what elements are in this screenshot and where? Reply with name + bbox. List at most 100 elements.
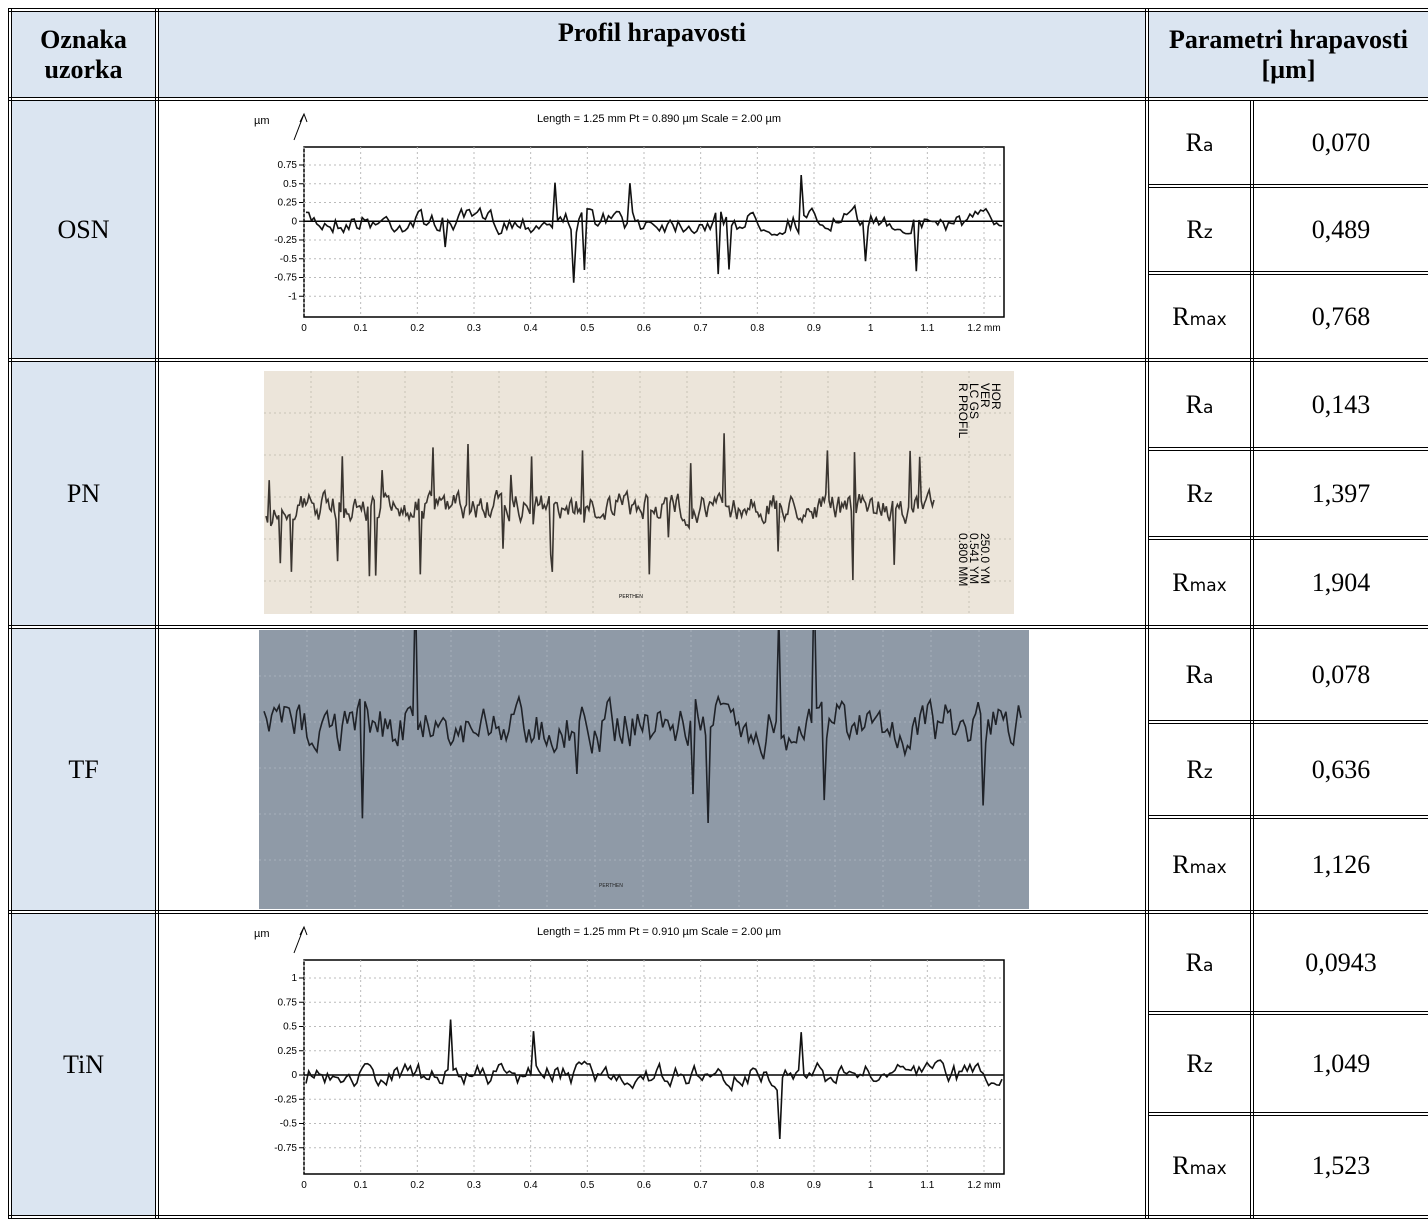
profile-cell: PERTHEN — [155, 625, 1149, 914]
x-tick-label: 0.1 — [354, 1180, 368, 1191]
x-tick-label: 0.6 — [637, 1180, 651, 1191]
row: Rmax 1,904 — [10, 536, 1428, 629]
row: Rz 0,489 — [10, 184, 1428, 275]
param-symbol-sub: a — [1202, 955, 1214, 976]
param-symbol: Rmax — [1145, 1112, 1254, 1219]
param-value: 1,904 — [1250, 536, 1428, 629]
row: PN R PROFIL LC GS VER HOR 0.800 MM 0.541 YM 250… — [8, 358, 1428, 629]
row: Rz 0,636 — [10, 720, 1428, 819]
side-text: HOR — [989, 383, 1003, 410]
header-row: Oznaka uzorka Profil hrapavosti Parametri … — [8, 8, 1428, 101]
photo-background — [259, 631, 1029, 908]
param-value: 0,0943 — [1250, 910, 1428, 1015]
plot-unit: µm — [254, 928, 270, 940]
profile-cell: µm Length = 1.25 mm Pt = 0.910 µm Scale =… — [155, 910, 1149, 1219]
profile-image: µm Length = 1.25 mm Pt = 0.910 µm Scale =… — [254, 925, 1005, 1191]
paper-background — [264, 371, 1014, 614]
plot-frame — [303, 146, 1005, 318]
param-value: 1,523 — [1250, 1112, 1428, 1219]
x-tick-label: 0.9 — [807, 1180, 821, 1191]
plot-caption: Length = 1.25 mm Pt = 0.890 µm Scale = 2… — [537, 113, 781, 125]
param-symbol: Rz — [1145, 1011, 1254, 1116]
side-text: R PROFIL — [956, 383, 970, 439]
param-value: 0,070 — [1250, 97, 1428, 188]
profile-cell: R PROFIL LC GS VER HOR 0.800 MM 0.541 YM 250.0… — [155, 358, 1149, 629]
sample-label: OSN — [8, 97, 159, 362]
param-value: 0,636 — [1250, 720, 1428, 819]
param-symbol: Ra — [1145, 910, 1254, 1015]
param-value: 1,397 — [1250, 447, 1428, 540]
y-tick-label: -0.5 — [280, 254, 298, 265]
y-tick-label: -0.25 — [274, 235, 297, 246]
y-tick-label: -0.25 — [274, 1094, 297, 1105]
x-tick-label: 0.3 — [467, 1180, 481, 1191]
profile-trace — [265, 433, 935, 581]
x-tick-label: 0.6 — [637, 323, 651, 334]
param-symbol: Rmax — [1145, 815, 1254, 914]
param-symbol: Rmax — [1145, 536, 1254, 629]
x-tick-label: 1 — [868, 323, 874, 334]
param-symbol-sub: z — [1203, 486, 1213, 507]
x-tick-label: 0.1 — [354, 323, 368, 334]
sample-label: TiN — [8, 910, 159, 1219]
param-symbol-main: R — [1172, 301, 1190, 331]
param-symbol-sub: z — [1203, 222, 1213, 243]
y-tick-label: -0.75 — [274, 1143, 297, 1154]
param-symbol-main: R — [1185, 947, 1203, 977]
maker-label: PERTHEN — [599, 883, 623, 889]
y-tick-label: 0.5 — [283, 179, 297, 190]
x-tick-label: 1.1 — [920, 1180, 934, 1191]
row: Rz 1,049 — [10, 1011, 1428, 1116]
x-tick-label: 0.4 — [524, 323, 538, 334]
param-symbol: Ra — [1145, 358, 1254, 451]
row: TF PERTHEN Ra 0,078 — [8, 625, 1428, 914]
x-tick-label: 0.8 — [750, 323, 764, 334]
param-symbol: Rz — [1145, 720, 1254, 819]
header-cell: Parametri hrapavosti [µm] — [1145, 8, 1428, 101]
x-tick-label: 0 — [301, 323, 307, 334]
side-value: 0.541 YM — [967, 533, 981, 584]
x-tick-label: 0.3 — [467, 323, 481, 334]
param-value: 1,126 — [1250, 815, 1428, 914]
x-tick-label: 0.5 — [580, 1180, 594, 1191]
row: OSN µm Length = 1.25 mm Pt = 0.890 µm Scal… — [8, 97, 1428, 362]
param-symbol-main: R — [1186, 214, 1204, 244]
x-tick-label: 0.7 — [694, 1180, 708, 1191]
y-tick-label: 0.25 — [278, 198, 298, 209]
param-symbol: Rz — [1145, 184, 1254, 275]
param-symbol-sub: z — [1203, 1056, 1213, 1077]
param-symbol-sub: max — [1189, 309, 1227, 330]
header-cell: Profil hrapavosti — [155, 8, 1149, 101]
param-symbol-sub: a — [1202, 135, 1214, 156]
y-tick-label: 0.5 — [283, 1022, 297, 1033]
x-tick-label: 0.8 — [750, 1180, 764, 1191]
y-tick-label: 0 — [291, 1070, 297, 1081]
profile-trace — [263, 631, 1022, 824]
x-tick-label: 0.5 — [580, 323, 594, 334]
plot-caption: Length = 1.25 mm Pt = 0.910 µm Scale = 2… — [537, 926, 781, 938]
param-symbol: Rmax — [1145, 271, 1254, 362]
x-tick-label: 1.2 mm — [967, 323, 1000, 334]
maker-label: PERTHEN — [619, 594, 643, 600]
param-symbol: Rz — [1145, 447, 1254, 540]
x-tick-label: 1.2 mm — [967, 1180, 1000, 1191]
x-tick-label: 0.4 — [524, 1180, 538, 1191]
row: Rz 1,397 — [10, 447, 1428, 540]
sample-label: PN — [8, 358, 159, 629]
param-symbol-main: R — [1172, 849, 1190, 879]
param-symbol-sub: max — [1189, 857, 1227, 878]
x-tick-label: 1.1 — [920, 323, 934, 334]
x-tick-label: 1 — [868, 1180, 874, 1191]
y-tick-label: 0.75 — [278, 160, 298, 171]
side-text: VER — [978, 383, 992, 408]
row: Rmax 1,126 — [10, 815, 1428, 914]
param-symbol-main: R — [1186, 478, 1204, 508]
side-value: 0.800 MM — [956, 533, 970, 586]
param-value: 0,078 — [1250, 625, 1428, 724]
profile-trace — [305, 1019, 1003, 1140]
param-value: 0,143 — [1250, 358, 1428, 451]
y-tick-label: -0.75 — [274, 273, 297, 284]
